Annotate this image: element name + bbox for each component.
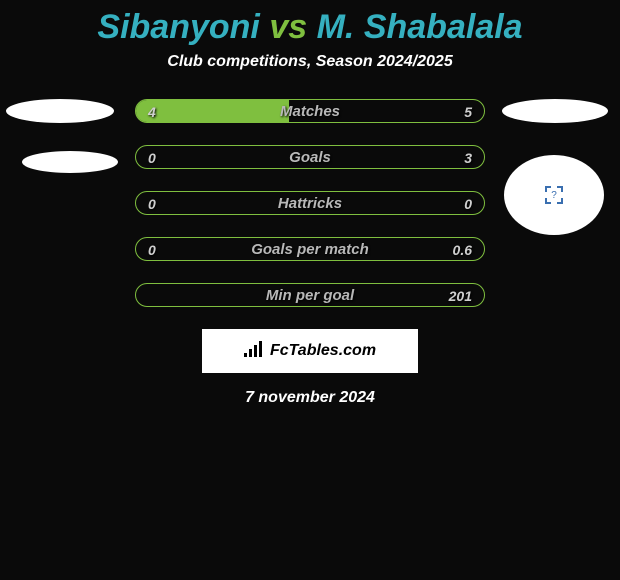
stat-value-right: 0 <box>464 192 472 215</box>
stat-value-left: 4 <box>148 100 156 123</box>
avatar-ellipse <box>6 99 114 123</box>
stat-row: Goals per match0 0.6 <box>135 237 485 261</box>
stat-value-right: 5 <box>464 100 472 123</box>
stat-row: Goals0 3 <box>135 145 485 169</box>
date-text: 7 november 2024 <box>0 389 620 407</box>
stat-value-left: 0 <box>148 146 156 169</box>
stat-row: Hattricks0 0 <box>135 191 485 215</box>
stat-label: Goals per match <box>136 238 484 261</box>
stats-bars: Matches45Goals03Hattricks00Goals per mat… <box>135 99 485 307</box>
avatar-ellipse <box>502 99 608 123</box>
avatar-ellipse <box>22 151 118 173</box>
stat-label: Min per goal <box>136 284 484 307</box>
stat-row: Matches4 5 <box>135 99 485 123</box>
avatar-left <box>6 99 126 189</box>
stat-label: Goals <box>136 146 484 169</box>
subtitle: Club competitions, Season 2024/2025 <box>0 53 620 71</box>
stat-value-left: 0 <box>148 192 156 215</box>
comparison-block: ? Matches45Goals03Hattricks00Goals per m… <box>0 99 620 407</box>
club-badge: ? <box>504 155 604 235</box>
stat-label: Matches <box>136 100 484 123</box>
brand-text: FcTables.com <box>270 342 376 360</box>
stat-value-right: 3 <box>464 146 472 169</box>
stat-value-left: 0 <box>148 238 156 261</box>
brand-box: FcTables.com <box>202 329 418 373</box>
stat-label: Hattricks <box>136 192 484 215</box>
title-player2: M. Shabalala <box>317 8 523 46</box>
stat-value-right: 0.6 <box>453 238 472 261</box>
avatar-right: ? <box>502 99 614 249</box>
title-vs: vs <box>269 8 307 46</box>
signal-icon <box>244 341 264 362</box>
placeholder-icon: ? <box>545 186 563 204</box>
page-title: Sibanyoni vs M. Shabalala <box>0 0 620 47</box>
title-player1: Sibanyoni <box>97 8 259 46</box>
stat-value-right: 201 <box>449 284 472 307</box>
stat-row: Min per goal201 <box>135 283 485 307</box>
